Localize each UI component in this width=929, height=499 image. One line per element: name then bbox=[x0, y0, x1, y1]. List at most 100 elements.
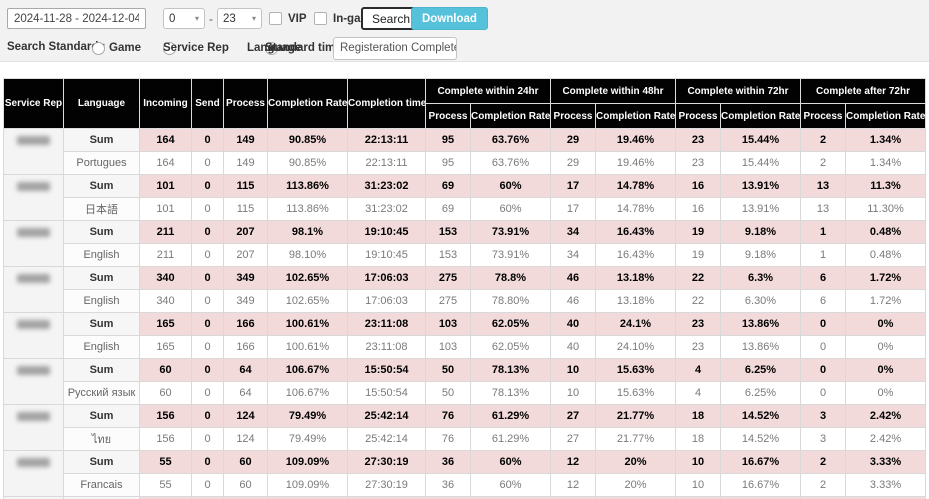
sum-value-cell: 40 bbox=[551, 313, 596, 336]
col-48hr-process: Process bbox=[551, 104, 596, 129]
col-72hr-process: Process bbox=[676, 104, 721, 129]
service-rep-redacted bbox=[17, 136, 50, 145]
sum-value-cell: 100.61% bbox=[268, 313, 348, 336]
language-value-cell: 166 bbox=[224, 336, 268, 359]
service-rep-slot bbox=[4, 313, 63, 336]
sum-value-cell: 2 bbox=[801, 129, 846, 152]
language-value-cell: 78.80% bbox=[471, 290, 551, 313]
language-value-cell: 64 bbox=[224, 382, 268, 405]
language-value-cell: 0 bbox=[192, 198, 224, 221]
language-value-cell: 0 bbox=[192, 290, 224, 313]
language-value-cell: 23:11:08 bbox=[348, 336, 426, 359]
language-value-cell: 19.46% bbox=[596, 152, 676, 175]
sum-value-cell: 17:06:03 bbox=[348, 267, 426, 290]
language-value-cell: 17 bbox=[551, 198, 596, 221]
language-value-cell: 0.48% bbox=[846, 244, 926, 267]
language-value-cell: 25:42:14 bbox=[348, 428, 426, 451]
col-service-rep: Service Rep bbox=[4, 79, 64, 129]
sum-label-cell: Sum bbox=[64, 267, 140, 290]
language-value-cell: 6 bbox=[801, 290, 846, 313]
date-range-input[interactable] bbox=[7, 8, 146, 29]
sum-value-cell: 15.63% bbox=[596, 359, 676, 382]
language-value-cell: 0 bbox=[192, 428, 224, 451]
language-value-cell: 95 bbox=[426, 152, 471, 175]
language-value-cell: 46 bbox=[551, 290, 596, 313]
language-value-cell: 275 bbox=[426, 290, 471, 313]
standard-time-select[interactable]: Registeration Complete ~ Cer bbox=[333, 37, 457, 60]
sum-value-cell: 27:30:19 bbox=[348, 451, 426, 474]
download-button[interactable]: Download bbox=[411, 7, 488, 30]
language-value-cell: 60 bbox=[140, 382, 192, 405]
language-value-cell: 109.09% bbox=[268, 474, 348, 497]
sum-value-cell: 29 bbox=[551, 129, 596, 152]
language-value-cell: 73.91% bbox=[471, 244, 551, 267]
sum-value-cell: 1.34% bbox=[846, 129, 926, 152]
language-name-cell: Русский язык bbox=[64, 382, 140, 405]
language-value-cell: 23 bbox=[676, 152, 721, 175]
sum-value-cell: 24.1% bbox=[596, 313, 676, 336]
col-after72-rate: Completion Rate bbox=[846, 104, 926, 129]
sum-value-cell: 60 bbox=[140, 359, 192, 382]
service-rep-redacted bbox=[17, 458, 50, 467]
language-value-cell: 13.86% bbox=[721, 336, 801, 359]
sum-value-cell: 0% bbox=[846, 359, 926, 382]
sum-value-cell: 23 bbox=[676, 129, 721, 152]
table-row-sum: Sum156012479.49%25:42:147661.29%2721.77%… bbox=[4, 405, 926, 428]
language-value-cell: 101 bbox=[140, 198, 192, 221]
language-value-cell: 27:30:19 bbox=[348, 474, 426, 497]
language-value-cell: 16.43% bbox=[596, 244, 676, 267]
sum-value-cell: 27 bbox=[551, 405, 596, 428]
language-value-cell: 21.77% bbox=[596, 428, 676, 451]
language-value-cell: 0% bbox=[846, 382, 926, 405]
language-name-cell: English bbox=[64, 290, 140, 313]
sum-value-cell: 6.25% bbox=[721, 359, 801, 382]
col-incoming: Incoming bbox=[140, 79, 192, 129]
language-value-cell: 22 bbox=[676, 290, 721, 313]
sum-value-cell: 14.52% bbox=[721, 405, 801, 428]
language-value-cell: 50 bbox=[426, 382, 471, 405]
sum-value-cell: 31:23:02 bbox=[348, 175, 426, 198]
language-value-cell: 98.10% bbox=[268, 244, 348, 267]
sum-value-cell: 15.44% bbox=[721, 129, 801, 152]
col-72hr-rate: Completion Rate bbox=[721, 104, 801, 129]
language-value-cell: 31:23:02 bbox=[348, 198, 426, 221]
sum-value-cell: 156 bbox=[140, 405, 192, 428]
service-rep-slot bbox=[4, 359, 63, 382]
language-value-cell: 19:10:45 bbox=[348, 244, 426, 267]
hour-from-value: 0 bbox=[169, 13, 175, 25]
language-value-cell: 63.76% bbox=[471, 152, 551, 175]
sum-value-cell: 76 bbox=[426, 405, 471, 428]
language-value-cell: 115 bbox=[224, 198, 268, 221]
language-value-cell: 12 bbox=[551, 474, 596, 497]
vip-checkbox[interactable] bbox=[269, 12, 282, 25]
language-value-cell: 13.91% bbox=[721, 198, 801, 221]
sum-value-cell: 60% bbox=[471, 175, 551, 198]
sum-value-cell: 340 bbox=[140, 267, 192, 290]
service-rep-redacted bbox=[17, 182, 50, 191]
language-value-cell: 10 bbox=[551, 382, 596, 405]
sum-value-cell: 19:10:45 bbox=[348, 221, 426, 244]
sum-value-cell: 1.72% bbox=[846, 267, 926, 290]
ingame-checkbox[interactable] bbox=[314, 12, 327, 25]
sum-value-cell: 90.85% bbox=[268, 129, 348, 152]
sum-label-cell: Sum bbox=[64, 221, 140, 244]
col-group-72hr: Complete within 72hr bbox=[676, 79, 801, 104]
sum-value-cell: 3.33% bbox=[846, 451, 926, 474]
table-row-sum: Sum1010115113.86%31:23:026960%1714.78%16… bbox=[4, 175, 926, 198]
language-value-cell: 62.05% bbox=[471, 336, 551, 359]
language-value-cell: 55 bbox=[140, 474, 192, 497]
hour-from-select[interactable]: 0 ▾ bbox=[163, 8, 205, 29]
table-row-sum: Sum164014990.85%22:13:119563.76%2919.46%… bbox=[4, 129, 926, 152]
language-value-cell: 78.13% bbox=[471, 382, 551, 405]
sum-value-cell: 207 bbox=[224, 221, 268, 244]
language-value-cell: 103 bbox=[426, 336, 471, 359]
language-value-cell: 0 bbox=[192, 474, 224, 497]
service-rep-slot bbox=[4, 129, 63, 152]
sum-value-cell: 23 bbox=[676, 313, 721, 336]
col-group-48hr: Complete within 48hr bbox=[551, 79, 676, 104]
sum-value-cell: 60% bbox=[471, 451, 551, 474]
hour-to-select[interactable]: 23 ▾ bbox=[217, 8, 262, 29]
language-value-cell: 156 bbox=[140, 428, 192, 451]
language-value-cell: 207 bbox=[224, 244, 268, 267]
radio-game[interactable] bbox=[92, 42, 105, 55]
